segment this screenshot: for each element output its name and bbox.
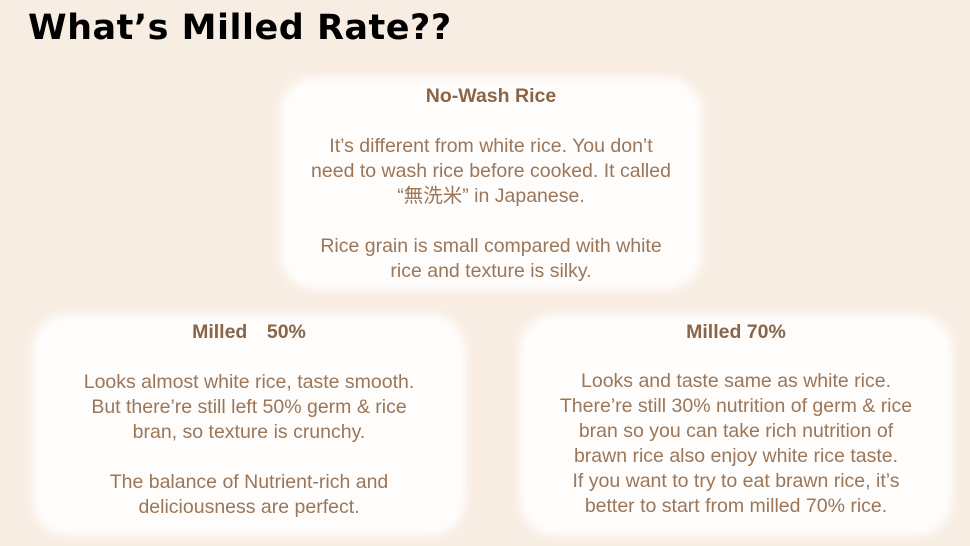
card-paragraph: Looks almost white rice, taste smooth. B… bbox=[83, 371, 415, 443]
card-paragraph: The balance of Nutrient-rich and delicio… bbox=[109, 471, 389, 518]
card-heading: Milled 70% bbox=[686, 321, 786, 343]
card-milled-50: Milled 50% Looks almost white rice, tast… bbox=[38, 320, 460, 530]
card-paragraph: It’s different from white rice. You don’… bbox=[311, 135, 671, 207]
card-paragraph: Rice grain is small compared with white … bbox=[320, 235, 662, 282]
card-heading: Milled 50% bbox=[192, 321, 306, 343]
card-paragraph: Looks and taste same as white rice. Ther… bbox=[559, 370, 913, 517]
card-heading: No-Wash Rice bbox=[425, 85, 557, 107]
card-milled-70: Milled 70% Looks and taste same as white… bbox=[525, 320, 947, 530]
card-no-wash-rice: No-Wash Rice It’s different from white r… bbox=[286, 83, 696, 284]
slide-title: What’s Milled Rate?? bbox=[28, 8, 452, 48]
